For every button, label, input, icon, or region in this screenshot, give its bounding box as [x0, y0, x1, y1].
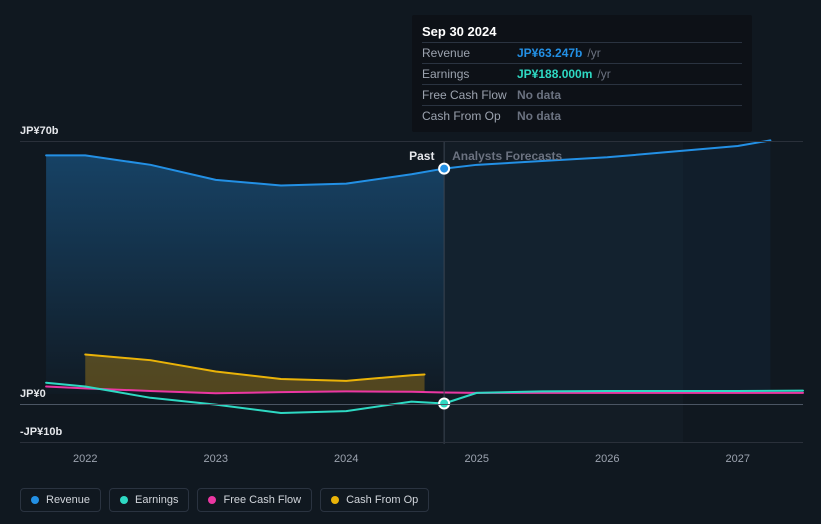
tooltip-row-label: Revenue: [422, 46, 517, 60]
gridline: [20, 141, 803, 142]
gridline: [20, 404, 803, 405]
forecast-label: Analysts Forecasts: [452, 149, 562, 163]
tooltip-row: EarningsJP¥188.000m/yr: [422, 63, 742, 84]
y-axis-label: -JP¥10b: [20, 426, 62, 438]
tooltip-row-label: Free Cash Flow: [422, 88, 517, 102]
x-axis-label: 2023: [204, 453, 228, 465]
y-axis-label: JP¥0: [20, 388, 46, 400]
tooltip-date: Sep 30 2024: [422, 21, 742, 42]
past-label: Past: [409, 149, 434, 163]
x-axis-label: 2022: [73, 453, 97, 465]
tooltip-row-unit: /yr: [587, 46, 600, 60]
tooltip-row-label: Earnings: [422, 67, 517, 81]
tooltip-row-value: JP¥188.000m: [517, 67, 592, 81]
financial-chart: JP¥70b JP¥0 -JP¥10b 2022 2023 2024 2025 2026 20…: [0, 0, 821, 524]
gridline: [20, 442, 803, 443]
legend-dot: [331, 496, 339, 504]
x-axis-label: 2024: [334, 453, 358, 465]
legend-label: Revenue: [46, 494, 90, 506]
chart-legend: Revenue Earnings Free Cash Flow Cash From O…: [20, 488, 429, 512]
y-axis-label: JP¥70b: [20, 125, 59, 137]
legend-dot: [120, 496, 128, 504]
legend-item-revenue[interactable]: Revenue: [20, 488, 101, 512]
chart-tooltip: Sep 30 2024 RevenueJP¥63.247b/yrEarnings…: [412, 15, 752, 132]
legend-item-cash_from_op[interactable]: Cash From Op: [320, 488, 429, 512]
tooltip-row: RevenueJP¥63.247b/yr: [422, 42, 742, 63]
x-axis-label: 2027: [726, 453, 750, 465]
legend-label: Free Cash Flow: [223, 494, 301, 506]
legend-dot: [208, 496, 216, 504]
legend-item-earnings[interactable]: Earnings: [109, 488, 189, 512]
legend-label: Earnings: [135, 494, 178, 506]
tooltip-row-label: Cash From Op: [422, 109, 517, 123]
x-axis-label: 2026: [595, 453, 619, 465]
tooltip-row-value: JP¥63.247b: [517, 46, 582, 60]
tooltip-row-value: No data: [517, 109, 561, 123]
tooltip-row: Free Cash FlowNo data: [422, 84, 742, 105]
legend-dot: [31, 496, 39, 504]
tooltip-row-unit: /yr: [597, 67, 610, 81]
tooltip-row-value: No data: [517, 88, 561, 102]
tooltip-row: Cash From OpNo data: [422, 105, 742, 126]
legend-label: Cash From Op: [346, 494, 418, 506]
legend-item-free_cash_flow[interactable]: Free Cash Flow: [197, 488, 312, 512]
x-axis-label: 2025: [465, 453, 489, 465]
